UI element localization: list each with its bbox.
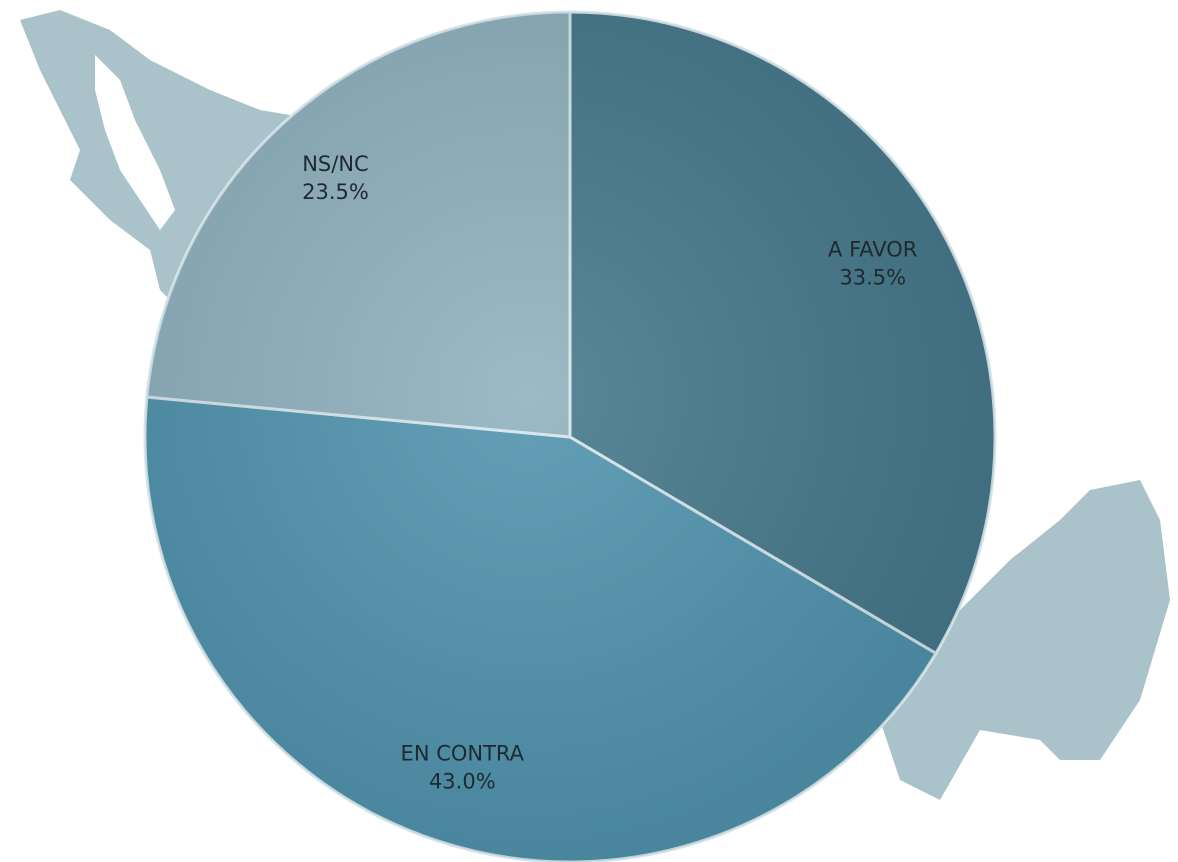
slice-value-label: 33.5%	[839, 265, 906, 289]
slice-value-label: 23.5%	[302, 180, 369, 204]
pie	[143, 10, 997, 862]
slice-category-label: A FAVOR	[828, 237, 917, 261]
pie-slice	[145, 10, 572, 439]
slice-value-label: 43.0%	[429, 769, 496, 793]
slice-category-label: EN CONTRA	[401, 741, 525, 765]
labels: A FAVOR 33.5% EN CONTRA 43.0% NS/NC 23.5%	[302, 152, 917, 793]
slice-category-label: NS/NC	[302, 152, 369, 176]
